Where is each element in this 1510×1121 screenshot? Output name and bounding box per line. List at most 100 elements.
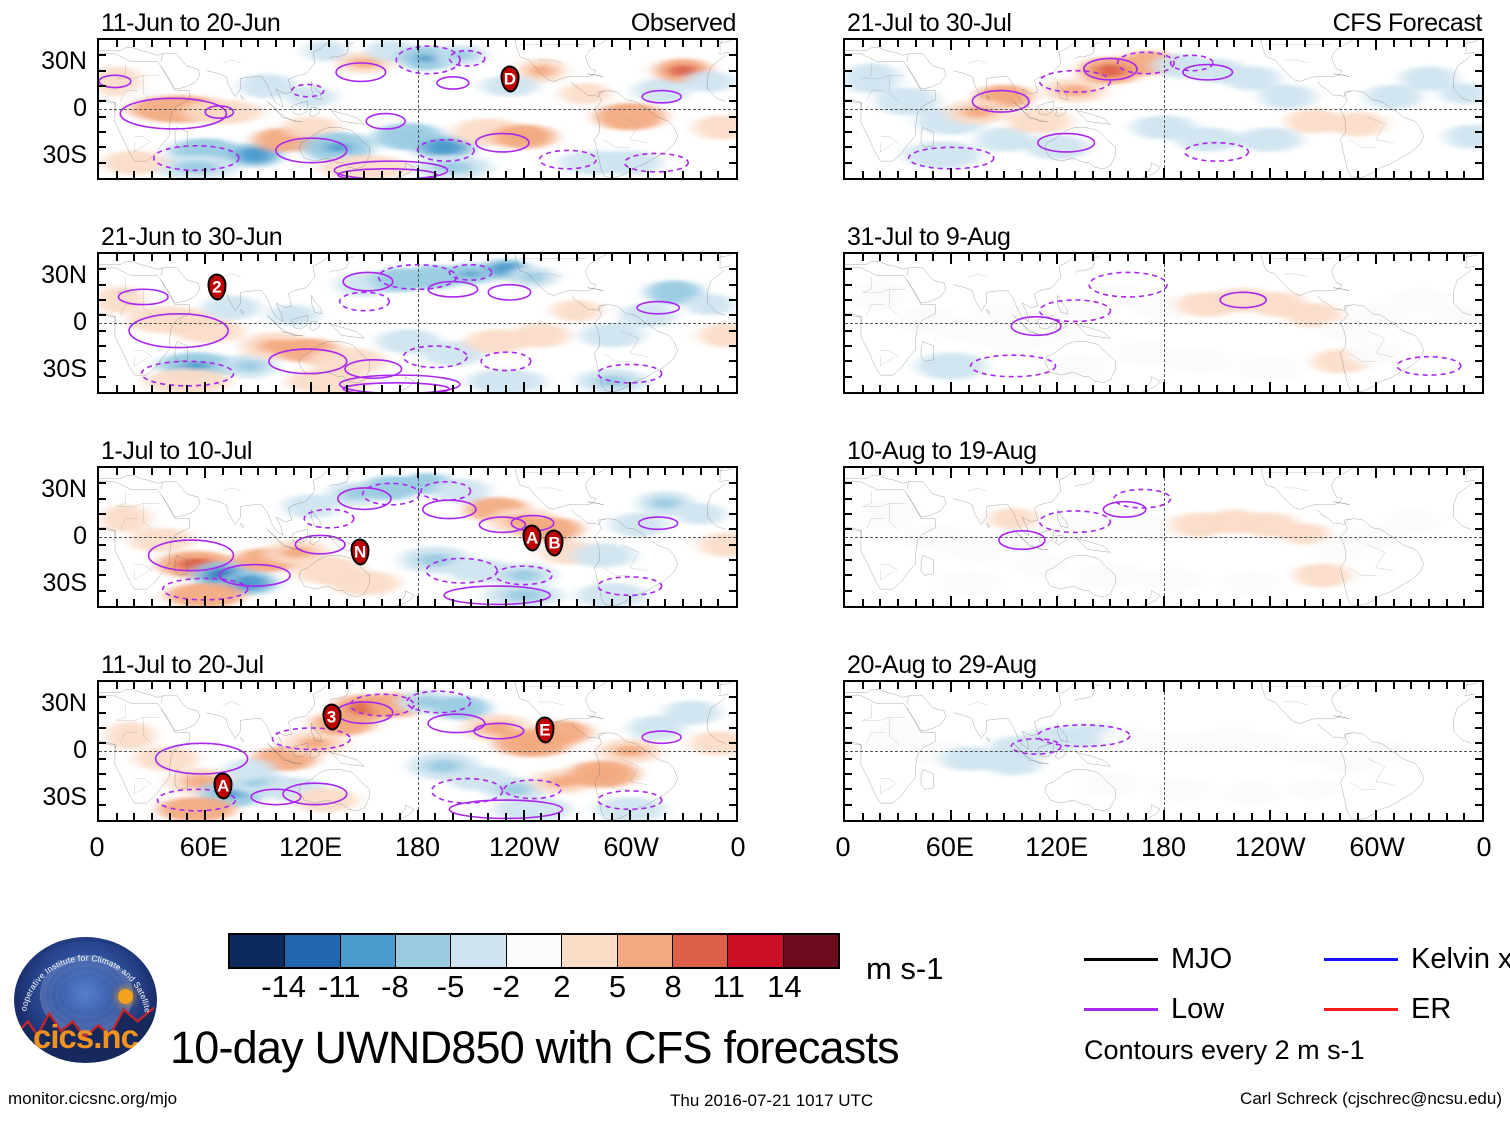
x-tick <box>274 599 277 606</box>
y-tick <box>729 54 736 57</box>
x-tick <box>717 171 720 178</box>
column-header-observed: Observed <box>630 9 737 37</box>
x-tick <box>861 171 864 178</box>
x-tick <box>950 168 953 178</box>
x-tick <box>575 40 578 47</box>
x-tick <box>1144 385 1147 392</box>
y-tick <box>99 329 106 332</box>
y-tick <box>1475 283 1482 286</box>
x-tick <box>558 254 561 261</box>
y-tick <box>729 788 736 791</box>
y-tick <box>99 130 106 133</box>
x-tick <box>593 254 596 261</box>
logo-sun-icon <box>117 988 133 1004</box>
x-tick <box>451 171 454 178</box>
marker-label: 2 <box>212 277 222 297</box>
x-tick <box>168 385 171 392</box>
x-tick <box>593 813 596 820</box>
x-tick <box>1339 599 1342 606</box>
x-tick <box>664 468 667 475</box>
x-tick <box>879 40 882 47</box>
marker-blob-icon <box>322 703 341 730</box>
x-tick <box>487 599 490 606</box>
x-tick <box>292 385 295 392</box>
y-tick <box>845 54 852 57</box>
x-tick <box>932 171 935 178</box>
x-tick <box>204 382 207 392</box>
x-tick <box>1286 682 1289 689</box>
x-tick <box>1463 254 1466 261</box>
y-tick <box>729 69 736 72</box>
x-tick <box>628 810 631 820</box>
x-tick <box>434 468 437 475</box>
x-tick <box>469 468 472 475</box>
footer-author[interactable]: Carl Schreck (cjschrec@ncsu.edu) <box>1240 1089 1502 1108</box>
x-tick <box>381 40 384 47</box>
x-tick <box>1109 254 1112 261</box>
x-tick <box>115 682 118 689</box>
y-tick <box>845 543 852 546</box>
x-tick <box>1162 168 1165 178</box>
x-tick <box>1339 682 1342 689</box>
x-tick <box>1162 40 1165 50</box>
x-tick <box>186 813 189 820</box>
x-tick <box>1410 385 1413 392</box>
x-tick <box>239 171 242 178</box>
x-tick <box>1233 254 1236 261</box>
x-tick <box>861 682 864 689</box>
logo-arc-label: Cooperative Institute for Climate and Sa… <box>14 937 153 1014</box>
marker-blob-icon <box>213 772 233 799</box>
x-tick <box>861 40 864 47</box>
x-tick <box>151 385 154 392</box>
x-tick <box>1020 813 1023 820</box>
x-tick <box>1250 254 1253 261</box>
y-tick <box>729 329 736 332</box>
x-tick <box>879 813 882 820</box>
y-tick <box>845 360 852 363</box>
x-tick <box>1357 682 1360 689</box>
x-tick <box>879 682 882 689</box>
x-tick <box>522 40 525 50</box>
colorbar-cell-6 <box>562 935 618 967</box>
y-tick <box>729 558 736 561</box>
y-tick <box>729 512 736 515</box>
x-tick <box>664 385 667 392</box>
x-tick <box>861 813 864 820</box>
x-tick <box>1144 682 1147 689</box>
x-tick <box>1180 171 1183 178</box>
x-tick <box>575 171 578 178</box>
y-tick <box>845 742 852 745</box>
footer-source-url[interactable]: monitor.cicsnc.org/mjo <box>8 1089 178 1108</box>
y-tick <box>1475 696 1482 699</box>
x-tick <box>1197 682 1200 689</box>
x-tick <box>487 813 490 820</box>
y-axis-label: 30N <box>41 688 87 717</box>
x-tick <box>1321 171 1324 178</box>
y-tick <box>99 803 106 806</box>
x-tick <box>328 40 331 47</box>
x-tick <box>328 682 331 689</box>
x-tick <box>1304 599 1307 606</box>
x-tick <box>664 254 667 261</box>
x-tick <box>1003 385 1006 392</box>
x-tick <box>914 171 917 178</box>
x-tick <box>1003 254 1006 261</box>
x-tick <box>1197 468 1200 475</box>
x-tick <box>1074 599 1077 606</box>
y-tick <box>729 772 736 775</box>
y-tick <box>845 772 852 775</box>
x-tick <box>1321 385 1324 392</box>
x-tick <box>328 254 331 261</box>
panel-obs-3: 1-Jul to 10-Jul N A B 30N 0 30S <box>41 439 738 608</box>
x-tick <box>239 468 242 475</box>
x-tick <box>699 599 702 606</box>
x-tick <box>416 40 419 50</box>
y-tick <box>845 558 852 561</box>
colorbar-cell-5 <box>506 935 563 967</box>
x-tick <box>879 468 882 475</box>
x-tick <box>699 385 702 392</box>
x-tick <box>1038 254 1041 261</box>
x-tick <box>897 254 900 261</box>
marker-label: D <box>503 69 516 89</box>
legend-swatch-line <box>1084 1008 1158 1011</box>
